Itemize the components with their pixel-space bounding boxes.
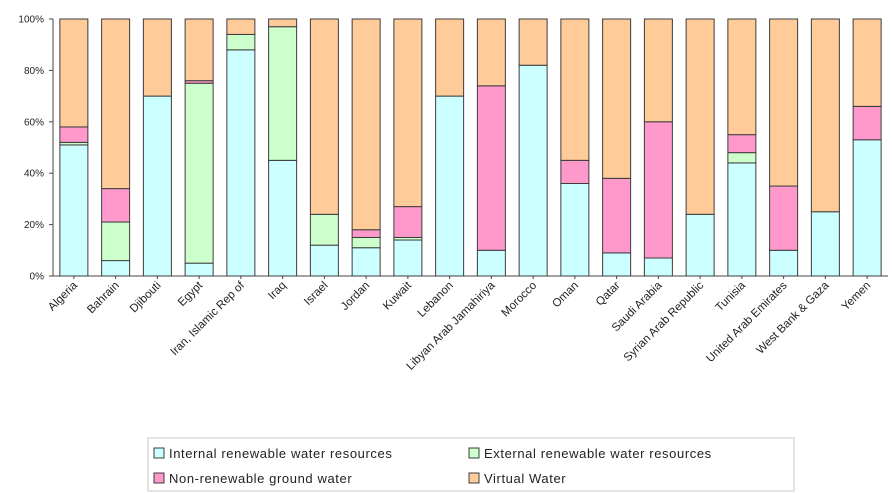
- bars: [59, 18, 882, 277]
- bar-segment: [268, 159, 298, 277]
- legend-entry: External renewable water resources: [484, 446, 712, 461]
- y-tick-label: 60%: [24, 117, 44, 128]
- bar-segment: [101, 221, 131, 262]
- y-tick-label: 80%: [24, 66, 44, 77]
- x-tick-label: Israel: [302, 280, 330, 308]
- bar-segment: [59, 18, 89, 128]
- bar-segment: [101, 18, 131, 190]
- bar-segment: [309, 213, 339, 246]
- legend-swatch: [153, 472, 165, 484]
- bar-segment: [560, 18, 590, 161]
- bar-segment: [810, 211, 840, 277]
- legend-swatch: [153, 447, 165, 459]
- x-tick-label: Kuwait: [381, 279, 414, 312]
- bar-segment: [435, 95, 465, 277]
- y-tick-label: 100%: [18, 15, 44, 26]
- bar-segment: [101, 188, 131, 223]
- bar-segment: [393, 206, 423, 238]
- bar-segment: [226, 49, 256, 277]
- bar-segment: [226, 33, 256, 51]
- legend-entry: Internal renewable water resources: [169, 446, 392, 461]
- legend-entry: Virtual Water: [484, 471, 566, 486]
- bar-segment: [727, 18, 757, 136]
- y-tick-label: 40%: [24, 169, 44, 180]
- x-tick-label: Bahrain: [85, 280, 122, 317]
- legend-swatch: [468, 472, 480, 484]
- bar-segment: [393, 239, 423, 277]
- x-tick-label: Lebanon: [416, 280, 456, 320]
- x-tick-label: Iraq: [266, 280, 289, 303]
- bar-segment: [59, 144, 89, 277]
- bar-segment: [309, 18, 339, 215]
- bar-segment: [727, 162, 757, 277]
- bar-segment: [268, 18, 298, 28]
- bar-segment: [351, 18, 381, 231]
- bar-segment: [268, 26, 298, 161]
- x-tick-label: Egypt: [176, 279, 206, 309]
- x-tick-label: Djibouti: [128, 280, 164, 316]
- bar-segment: [184, 18, 214, 82]
- bar-segment: [101, 260, 131, 277]
- x-tick-label: Iran, Islamic Rep of: [168, 279, 247, 358]
- bar-segment: [852, 18, 882, 107]
- x-tick-label: West Bank & Gaza: [754, 279, 831, 356]
- x-tick-label: Morocco: [500, 280, 540, 320]
- bar-segment: [810, 18, 840, 213]
- bar-segment: [351, 236, 381, 249]
- bar-segment: [643, 121, 673, 259]
- x-tick-label: United Arab Emirates: [704, 279, 789, 364]
- bar-segment: [142, 95, 172, 277]
- bar-segment: [769, 249, 799, 277]
- bar-segment: [309, 244, 339, 277]
- bar-segment: [184, 262, 214, 277]
- legend-entry: Non-renewable ground water: [169, 471, 352, 486]
- x-tick-label: Oman: [550, 280, 581, 311]
- bar-segment: [643, 257, 673, 277]
- x-tick-label: Qatar: [594, 280, 623, 309]
- bar-segment: [560, 182, 590, 277]
- bar-segment: [518, 18, 548, 66]
- bar-segment: [602, 177, 632, 254]
- bar-segment: [685, 18, 715, 215]
- bar-segment: [184, 82, 214, 264]
- x-tick-label: Yemen: [840, 280, 874, 314]
- legend-swatch: [468, 447, 480, 459]
- bar-segment: [476, 18, 506, 87]
- bar-segment: [602, 18, 632, 179]
- bar-segment: [852, 105, 882, 141]
- bar-segment: [351, 229, 381, 238]
- y-tick-label: 20%: [24, 220, 44, 231]
- bar-segment: [226, 18, 256, 35]
- bar-segment: [769, 185, 799, 251]
- bar-segment: [393, 18, 423, 208]
- bar-segment: [435, 18, 465, 97]
- x-tick-label: Syrian Arab Republic: [622, 279, 707, 364]
- x-tick-label: Libyan Arab Jamahiriya: [404, 279, 497, 372]
- bar-segment: [476, 249, 506, 277]
- bar-segment: [769, 18, 799, 187]
- x-tick-label: Tunisia: [714, 279, 749, 314]
- bar-segment: [643, 18, 673, 123]
- bar-segment: [560, 159, 590, 184]
- bar-segment: [602, 252, 632, 277]
- x-tick-label: Jordan: [339, 280, 372, 313]
- bar-segment: [727, 152, 757, 164]
- x-tick-label: Algeria: [46, 279, 80, 313]
- legend: Internal renewable water resources Extern…: [147, 437, 795, 492]
- bar-segment: [59, 126, 89, 143]
- bar-segment: [476, 85, 506, 251]
- bar-segment: [852, 139, 882, 277]
- bar-segment: [518, 64, 548, 277]
- bar-segment: [685, 213, 715, 277]
- bar-segment: [727, 134, 757, 154]
- bar-segment: [351, 247, 381, 277]
- y-tick-label: 0%: [30, 272, 45, 283]
- bar-segment: [142, 18, 172, 97]
